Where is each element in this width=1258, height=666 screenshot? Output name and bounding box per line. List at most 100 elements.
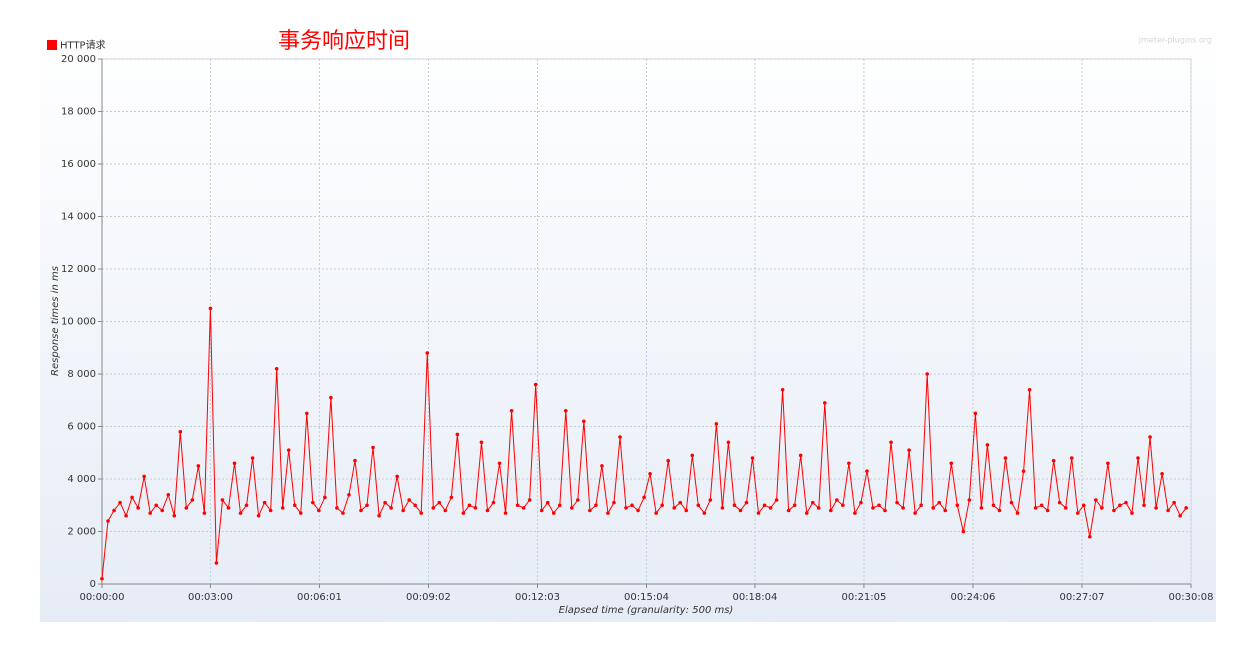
data-point <box>298 511 303 515</box>
data-point <box>961 529 966 534</box>
data-point <box>720 506 725 510</box>
data-point <box>726 440 731 445</box>
data-point <box>491 500 496 505</box>
data-point <box>744 500 749 505</box>
data-point <box>582 419 586 424</box>
data-point <box>955 503 960 508</box>
data-point <box>618 435 622 439</box>
data-point <box>1148 435 1152 439</box>
data-point <box>503 511 508 515</box>
data-point <box>335 506 339 510</box>
data-point <box>738 508 743 513</box>
data-point <box>1136 456 1140 460</box>
data-point <box>1088 534 1092 539</box>
y-tick-label: 8 000 <box>67 369 96 380</box>
x-tick-label: 00:00:00 <box>80 592 125 603</box>
data-point <box>100 576 104 581</box>
data-point <box>1094 498 1098 502</box>
data-point <box>1057 500 1062 505</box>
data-point <box>997 508 1002 513</box>
data-point <box>1172 500 1176 505</box>
data-point <box>847 461 851 466</box>
legend-swatch <box>47 40 57 50</box>
y-tick-label: 14 000 <box>61 212 96 223</box>
data-point <box>112 508 116 513</box>
data-point <box>895 500 899 505</box>
data-point <box>624 506 628 510</box>
data-point <box>461 511 466 515</box>
data-point <box>443 508 448 513</box>
data-point <box>660 503 664 508</box>
data-point <box>154 503 159 508</box>
data-point <box>280 506 285 510</box>
data-point <box>1075 511 1080 515</box>
x-tick-label: 00:15:04 <box>624 592 669 603</box>
data-point <box>636 508 640 513</box>
data-point <box>1124 500 1128 505</box>
data-point <box>292 503 297 508</box>
data-point <box>347 492 351 497</box>
x-tick-label: 00:03:00 <box>188 592 233 603</box>
chart-panel <box>40 28 1216 622</box>
chart-title: 事务响应时间 <box>278 29 410 54</box>
y-tick-label: 20 000 <box>61 54 96 65</box>
data-point <box>124 513 128 518</box>
data-point <box>786 508 791 513</box>
data-point <box>166 492 171 497</box>
data-point <box>702 511 707 515</box>
data-point <box>600 464 604 468</box>
data-point <box>684 508 689 513</box>
data-point <box>648 471 652 476</box>
y-tick-label: 10 000 <box>61 317 96 328</box>
data-point <box>148 511 152 515</box>
data-point <box>588 508 592 513</box>
data-point <box>835 498 839 502</box>
x-tick-label: 00:18:04 <box>732 592 777 603</box>
data-point <box>1154 506 1158 510</box>
data-point <box>317 508 321 513</box>
data-point <box>521 506 526 510</box>
data-point <box>286 448 291 452</box>
data-point <box>383 500 387 505</box>
data-point <box>262 500 267 505</box>
y-tick-label: 6 000 <box>67 422 96 433</box>
data-point <box>612 500 616 505</box>
y-tick-label: 16 000 <box>61 159 96 170</box>
data-point <box>557 503 562 508</box>
data-point <box>1015 511 1020 515</box>
data-point <box>497 461 502 466</box>
data-point <box>473 506 478 510</box>
y-axis-label: Response times in ms <box>50 266 61 376</box>
data-point <box>979 506 984 510</box>
data-point <box>937 500 942 505</box>
data-point <box>919 503 923 508</box>
y-tick-label: 4 000 <box>67 474 96 485</box>
data-point <box>762 503 767 508</box>
data-point <box>804 511 809 515</box>
data-point <box>985 443 990 447</box>
data-point <box>401 508 405 513</box>
data-point <box>865 469 869 473</box>
data-point <box>323 495 327 500</box>
data-point <box>527 498 532 502</box>
data-point <box>268 508 273 513</box>
data-point <box>1051 458 1056 463</box>
data-point <box>1142 503 1146 508</box>
data-point <box>256 513 261 518</box>
data-point <box>829 508 833 513</box>
data-point <box>696 503 701 508</box>
data-point <box>118 500 122 505</box>
data-point <box>1081 503 1086 508</box>
data-point <box>642 495 646 500</box>
data-point <box>551 511 556 515</box>
data-point <box>1033 506 1038 510</box>
data-point <box>991 503 996 508</box>
legend-label: HTTP请求 <box>60 39 106 52</box>
data-point <box>419 511 424 515</box>
y-tick-label: 0 <box>90 579 96 590</box>
data-point <box>973 411 978 416</box>
data-point <box>1178 513 1182 518</box>
data-point <box>925 372 929 376</box>
x-tick-label: 00:24:06 <box>950 592 995 603</box>
data-point <box>780 387 785 392</box>
